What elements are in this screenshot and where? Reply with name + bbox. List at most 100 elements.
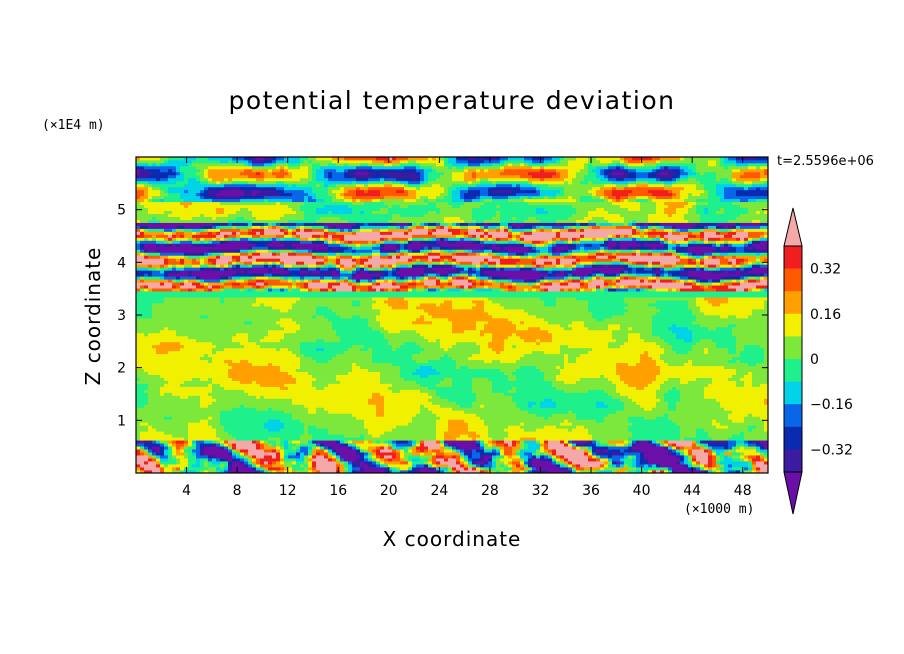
field-cell	[216, 428, 221, 432]
field-cell	[196, 347, 201, 352]
field-cell	[248, 237, 253, 241]
field-cell	[296, 458, 301, 462]
field-cell	[308, 288, 313, 292]
field-cell	[252, 464, 257, 468]
field-cell	[240, 270, 245, 274]
field-cell	[196, 446, 201, 450]
field-cell	[196, 320, 201, 325]
field-cell	[224, 338, 229, 343]
field-cell	[260, 231, 265, 235]
field-cell	[228, 183, 233, 188]
field-cell	[224, 264, 229, 268]
field-cell	[244, 219, 249, 223]
field-cell	[252, 395, 257, 399]
field-cell	[240, 168, 245, 173]
field-cell	[160, 171, 165, 176]
field-cell	[216, 258, 221, 262]
field-cell	[320, 291, 325, 295]
field-cell	[272, 174, 277, 179]
field-cell	[316, 216, 321, 220]
field-cell	[292, 312, 297, 316]
field-cell	[260, 458, 265, 462]
field-cell	[316, 234, 321, 238]
field-cell	[168, 261, 173, 265]
field-cell	[276, 440, 281, 444]
field-cell	[228, 300, 233, 304]
field-cell	[244, 186, 249, 191]
field-cell	[232, 192, 237, 197]
field-cell	[168, 159, 173, 164]
field-cell	[248, 162, 253, 167]
field-cell	[316, 341, 321, 346]
field-cell	[284, 335, 289, 340]
field-cell	[256, 312, 261, 316]
field-cell	[316, 285, 321, 289]
field-cell	[240, 359, 245, 364]
field-cell	[176, 329, 181, 334]
field-cell	[228, 180, 233, 185]
field-cell	[244, 353, 249, 358]
field-cell	[256, 207, 261, 212]
field-cell	[136, 234, 141, 238]
field-cell	[292, 165, 297, 170]
field-cell	[268, 168, 273, 173]
field-cell	[252, 162, 257, 167]
field-cell	[160, 434, 165, 438]
field-cell	[256, 374, 261, 378]
field-cell	[180, 344, 185, 349]
contour-field	[136, 157, 768, 473]
field-cell	[284, 317, 289, 322]
field-cell	[224, 368, 229, 372]
field-cell	[280, 303, 285, 307]
field-cell	[196, 392, 201, 396]
field-cell	[268, 317, 273, 322]
field-cell	[312, 183, 317, 188]
field-cell	[268, 371, 273, 375]
field-cell	[260, 192, 265, 197]
field-cell	[188, 309, 193, 313]
field-cell	[300, 243, 305, 247]
field-cell	[280, 180, 285, 185]
field-cell	[260, 365, 265, 370]
field-cell	[308, 249, 313, 253]
field-cell	[212, 422, 217, 426]
field-cell	[256, 464, 261, 468]
field-cell	[320, 356, 325, 361]
field-cell	[164, 452, 169, 456]
field-cell	[212, 240, 217, 244]
field-cell	[180, 273, 185, 277]
field-cell	[144, 294, 149, 298]
field-cell	[208, 204, 213, 209]
field-cell	[308, 207, 313, 212]
field-cell	[140, 440, 145, 444]
field-cell	[192, 434, 197, 438]
field-cell	[192, 380, 197, 384]
field-cell	[152, 228, 157, 232]
field-cell	[296, 234, 301, 238]
field-cell	[272, 380, 277, 384]
field-cell	[296, 291, 301, 295]
field-cell	[140, 180, 145, 185]
field-cell	[152, 165, 157, 170]
field-cell	[140, 270, 145, 274]
field-cell	[232, 383, 237, 387]
field-cell	[200, 317, 205, 322]
field-cell	[320, 210, 325, 214]
field-cell	[276, 353, 281, 358]
field-cell	[308, 219, 313, 223]
field-cell	[300, 383, 305, 387]
field-cell	[200, 437, 205, 441]
field-cell	[172, 258, 177, 262]
field-cell	[240, 157, 245, 161]
field-cell	[192, 222, 197, 226]
field-cell	[288, 362, 293, 367]
field-cell	[292, 371, 297, 375]
field-cell	[172, 320, 177, 325]
field-cell	[276, 431, 281, 435]
field-cell	[248, 329, 253, 334]
field-cell	[228, 270, 233, 274]
field-cell	[288, 273, 293, 277]
field-cell	[244, 258, 249, 262]
field-cell	[316, 300, 321, 304]
field-cell	[176, 374, 181, 378]
